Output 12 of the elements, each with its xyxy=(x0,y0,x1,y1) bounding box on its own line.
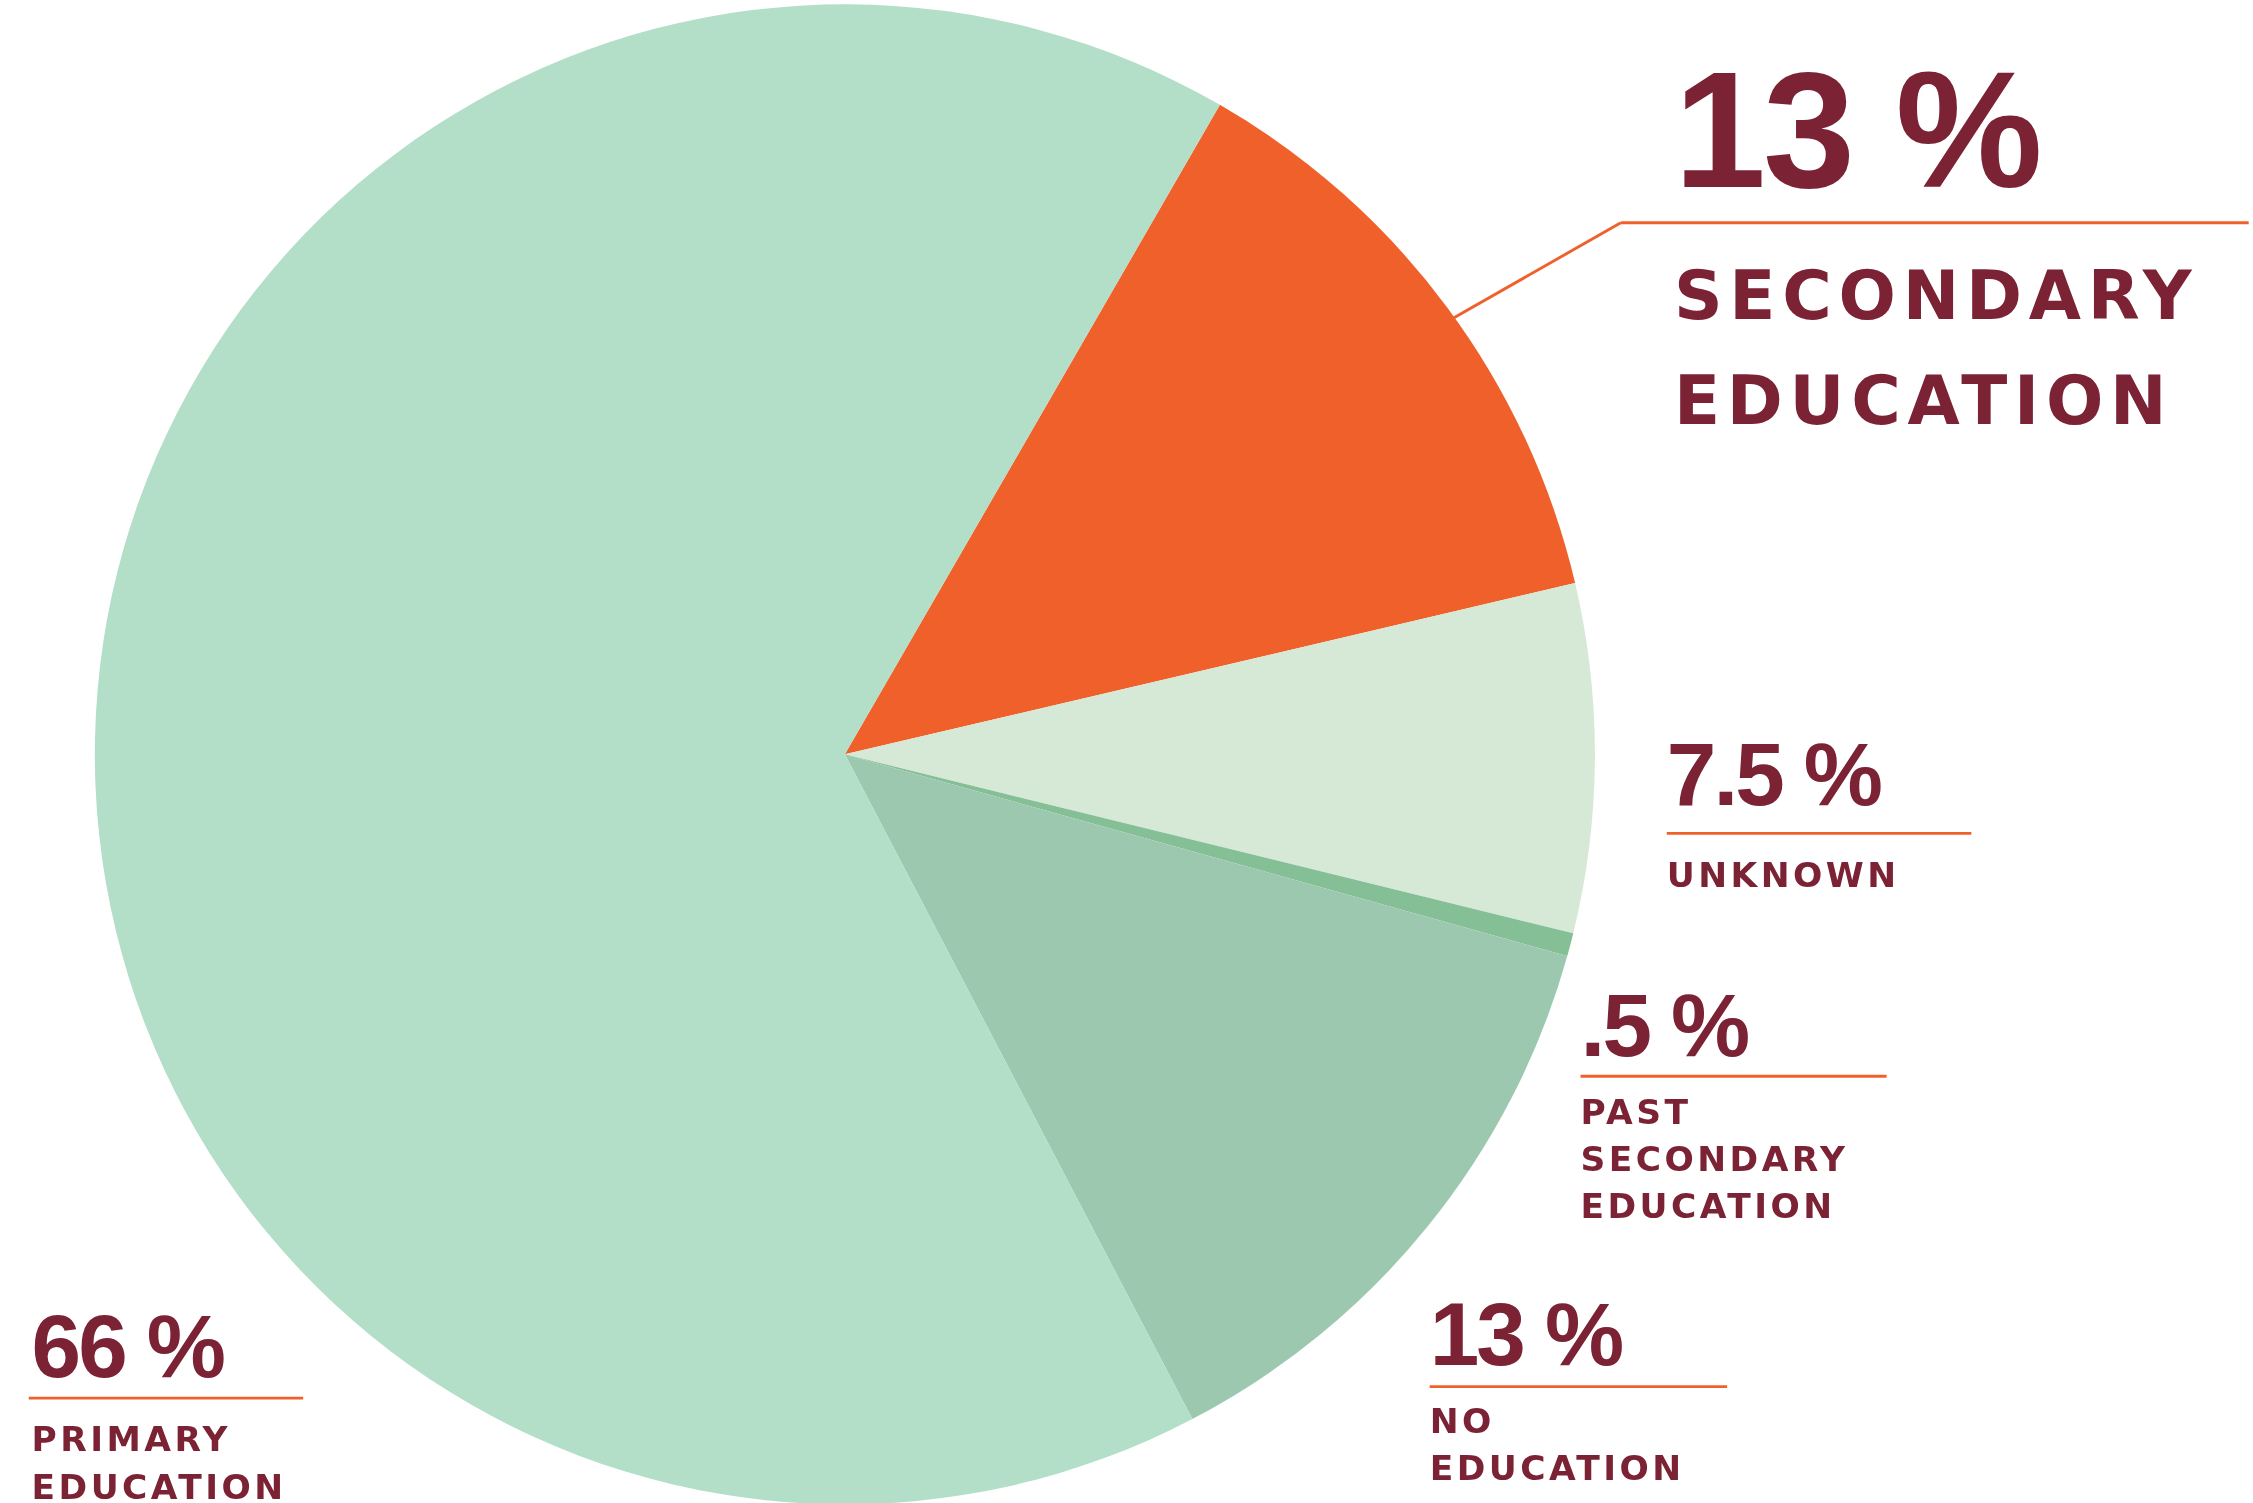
data-label: 13 % xyxy=(1429,1284,1622,1385)
slice-label: NO EDUCATION xyxy=(1429,1400,1685,1488)
pie-slice xyxy=(844,104,1576,755)
data-label: 66 % xyxy=(31,1295,224,1396)
slice-label: SECONDARY EDUCATION xyxy=(1673,255,2199,440)
data-label: 13 % xyxy=(1673,36,2040,222)
slice-label: UNKNOWN xyxy=(1666,854,1900,895)
data-label: .5 % xyxy=(1580,975,1748,1076)
pie-slice xyxy=(844,583,1595,934)
slice-label: PAST SECONDARY EDUCATION xyxy=(1580,1091,1849,1227)
data-label: 7.5 % xyxy=(1666,723,1881,824)
slice-label: PRIMARY EDUCATION xyxy=(31,1419,287,1503)
